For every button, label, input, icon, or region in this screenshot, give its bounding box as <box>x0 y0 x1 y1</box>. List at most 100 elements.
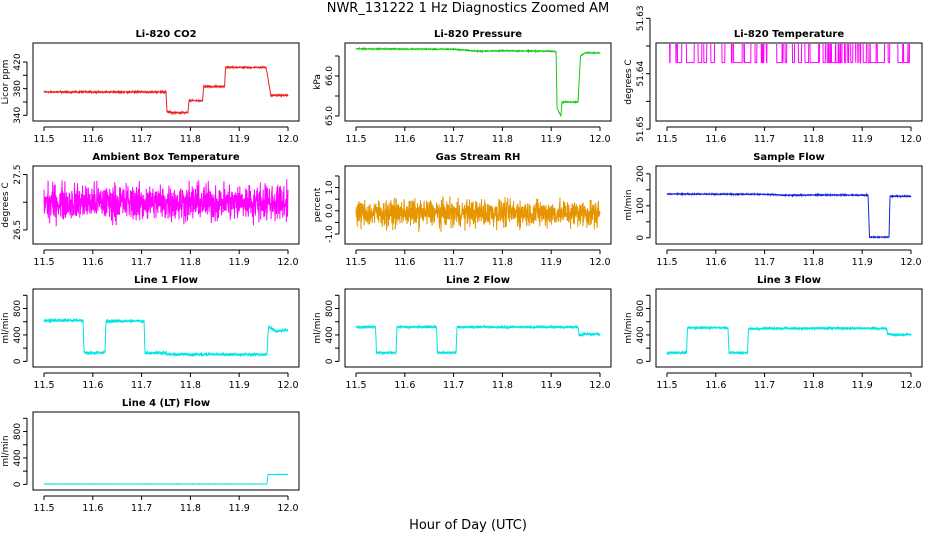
x-tick-label: 11.9 <box>541 380 562 391</box>
panel-li820-pressure: Li-820 Pressure 11.5 11.6 11.7 11.8 11.9 12.0 6… <box>313 29 612 145</box>
y-axis-label: kPa <box>313 74 323 90</box>
y-tick-label: 800 <box>636 300 646 317</box>
x-tick-label: 11.6 <box>394 257 415 268</box>
x-tick-label: 11.5 <box>33 503 54 514</box>
y-tick-label: 51.64 <box>636 61 646 87</box>
panel-title: Sample Flow <box>753 152 825 163</box>
x-tick-label: 11.6 <box>394 134 415 145</box>
x-tick-label: 12.0 <box>589 257 610 268</box>
y-tick-label: 340 <box>13 106 23 123</box>
x-tick-label: 11.5 <box>656 134 677 145</box>
y-tick-label: 51.65 <box>636 116 646 142</box>
y-tick-label: 420 <box>13 53 23 70</box>
panel-line-4-lt-flow: Line 4 (LT) Flow 11.5 11.6 11.7 11.8 11.9 12.0… <box>1 398 300 514</box>
series-line <box>43 64 289 116</box>
panel-ambient-box-temperature: Ambient Box Temperature 11.5 11.6 11.7 11.8 1… <box>1 152 300 268</box>
y-tick-label: -1.0 <box>325 225 335 243</box>
panel-line-3-flow: Line 3 Flow 11.5 11.6 11.7 11.8 11.9 12.0 0 400 8… <box>624 275 923 391</box>
series-line <box>355 196 601 233</box>
x-tick-label: 11.7 <box>754 134 775 145</box>
panel-title: Li-820 CO2 <box>135 29 196 40</box>
panel-title: Li-820 Temperature <box>734 29 844 40</box>
panel-li820-co2: Li-820 CO2 11.5 11.6 11.7 11.8 11.9 12.0 340 380… <box>1 29 300 145</box>
y-axis-label: ml/min <box>624 189 634 220</box>
x-tick-label: 11.5 <box>656 380 677 391</box>
x-tick-label: 11.6 <box>705 257 726 268</box>
y-axis-label: Licor ppm <box>1 60 11 105</box>
y-tick-label: 400 <box>13 326 23 343</box>
plot-frame <box>32 42 300 122</box>
y-tick-label: 800 <box>13 423 23 440</box>
panel-line-1-flow: Line 1 Flow 11.5 11.6 11.7 11.8 11.9 12.0 0 400 8… <box>1 275 300 391</box>
x-tick-label: 11.9 <box>229 134 250 145</box>
y-tick-label: 1.0 <box>325 180 335 195</box>
x-tick-label: 11.7 <box>443 257 464 268</box>
y-axis-label: degrees C <box>624 59 634 104</box>
y-tick-label: 0 <box>636 235 646 241</box>
y-axis-label: ml/min <box>1 312 11 343</box>
series-line <box>666 325 912 356</box>
series-line <box>43 179 289 227</box>
x-tick-label: 11.8 <box>803 134 824 145</box>
plot-frame <box>344 165 612 245</box>
x-tick-label: 11.5 <box>33 380 54 391</box>
plot-frame <box>655 42 923 122</box>
x-tick-label: 11.7 <box>131 503 152 514</box>
panel-title: Line 2 Flow <box>446 275 510 286</box>
plot-frame <box>32 411 300 491</box>
y-tick-label: 0 <box>13 481 23 487</box>
x-tick-label: 12.0 <box>277 257 298 268</box>
figure-title: NWR_131222 1 Hz Diagnostics Zoomed AM <box>326 1 610 16</box>
x-tick-label: 11.9 <box>229 380 250 391</box>
x-tick-label: 11.8 <box>803 380 824 391</box>
plot-frame <box>32 288 300 368</box>
x-tick-label: 11.8 <box>492 257 513 268</box>
y-axis-label: percent <box>313 187 323 222</box>
x-tick-label: 11.5 <box>345 257 366 268</box>
y-axis-label: ml/min <box>1 435 11 466</box>
y-tick-label: 26.5 <box>13 220 23 240</box>
x-tick-label: 11.9 <box>852 257 873 268</box>
x-tick-label: 11.5 <box>33 257 54 268</box>
x-tick-label: 12.0 <box>589 380 610 391</box>
y-tick-label: 65.0 <box>325 106 335 126</box>
x-tick-label: 11.5 <box>345 380 366 391</box>
x-tick-label: 11.7 <box>754 257 775 268</box>
x-tick-label: 11.6 <box>705 134 726 145</box>
panel-li820-temperature: Li-820 Temperature 11.5 11.6 11.7 11.8 11.9 12… <box>624 5 923 145</box>
y-tick-label: 27.5 <box>13 165 23 185</box>
series-line <box>669 44 911 64</box>
plot-frame <box>344 42 612 122</box>
y-axis-label: ml/min <box>624 312 634 343</box>
y-tick-label: 66.0 <box>325 66 335 86</box>
series-line <box>355 323 601 356</box>
x-tick-label: 11.7 <box>754 380 775 391</box>
plot-frame <box>655 165 923 245</box>
x-tick-label: 11.8 <box>803 257 824 268</box>
x-tick-label: 11.8 <box>492 134 513 145</box>
x-tick-label: 11.9 <box>852 134 873 145</box>
x-tick-label: 12.0 <box>900 134 921 145</box>
panel-title: Line 3 Flow <box>757 275 821 286</box>
x-tick-label: 11.6 <box>82 134 103 145</box>
x-tick-label: 11.8 <box>180 134 201 145</box>
x-tick-label: 11.5 <box>33 134 54 145</box>
x-tick-label: 11.5 <box>345 134 366 145</box>
y-tick-label: 0.0 <box>325 203 335 218</box>
x-tick-label: 11.8 <box>492 380 513 391</box>
x-axis-caption: Hour of Day (UTC) <box>409 518 527 533</box>
y-tick-label: 0 <box>325 358 335 364</box>
panel-title: Line 4 (LT) Flow <box>122 398 210 409</box>
x-tick-label: 12.0 <box>277 134 298 145</box>
panel-line-2-flow: Line 2 Flow 11.5 11.6 11.7 11.8 11.9 12.0 0 400 8… <box>313 275 612 391</box>
y-tick-label: 400 <box>636 326 646 343</box>
plot-frame <box>32 165 300 245</box>
y-tick-label: 800 <box>325 300 335 317</box>
panel-sample-flow: Sample Flow 11.5 11.6 11.7 11.8 11.9 12.0 0 100 2… <box>624 152 923 268</box>
x-tick-label: 11.7 <box>443 134 464 145</box>
x-tick-label: 11.7 <box>131 380 152 391</box>
y-tick-label: 800 <box>13 300 23 317</box>
panel-title: Line 1 Flow <box>134 275 198 286</box>
